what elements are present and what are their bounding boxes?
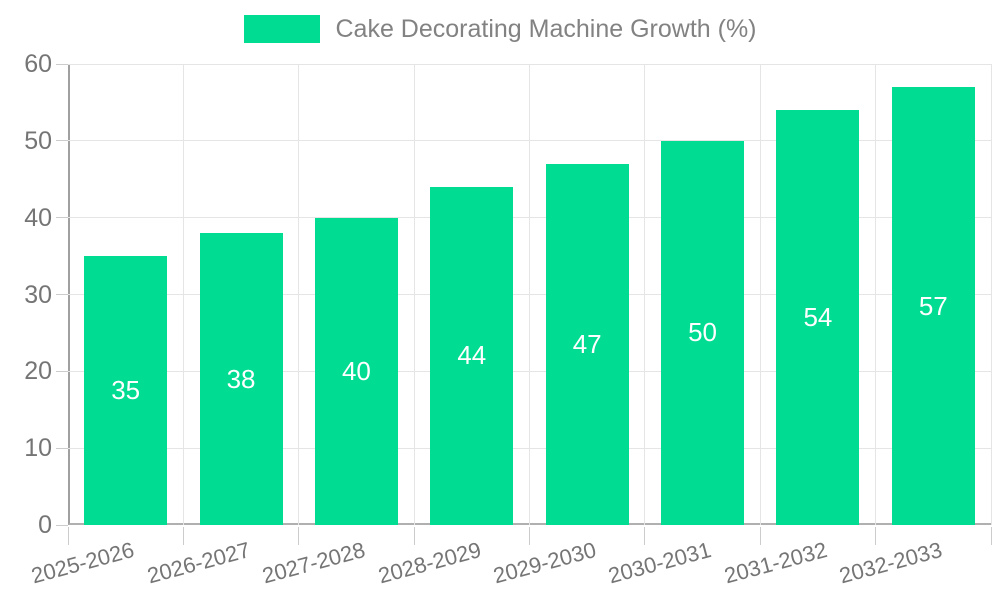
bar-value-label: 38: [226, 363, 256, 394]
x-tick-mark: [759, 527, 761, 545]
x-axis-label: 2027-2028: [259, 537, 368, 589]
y-axis-label: 20: [24, 357, 52, 386]
bar-value-label: 54: [803, 302, 833, 333]
x-tick-mark: [67, 527, 69, 545]
x-tick-mark: [990, 527, 992, 545]
bar-value-label: 40: [341, 355, 371, 386]
y-tick-mark: [56, 140, 68, 142]
bar-2030-2031[interactable]: 50: [661, 140, 745, 525]
x-axis-label: 2031-2032: [721, 537, 830, 589]
y-axis-label: 0: [38, 511, 52, 539]
gridline-vertical: [182, 64, 184, 525]
y-tick-mark: [56, 370, 68, 372]
y-tick-mark: [56, 447, 68, 449]
bar-value-label: 57: [918, 290, 948, 321]
legend-label: Cake Decorating Machine Growth (%): [335, 15, 757, 43]
gridline-vertical: [644, 64, 646, 525]
legend[interactable]: Cake Decorating Machine Growth (%): [0, 15, 1000, 43]
gridline-vertical: [759, 64, 761, 525]
legend-swatch: [243, 15, 320, 43]
bar-value-label: 50: [688, 317, 718, 348]
bar-2025-2026[interactable]: 35: [84, 256, 168, 525]
gridline-vertical: [529, 64, 530, 525]
x-axis-label: 2030-2031: [605, 537, 715, 589]
gridline-vertical: [990, 64, 992, 525]
bar-2029-2030[interactable]: 47: [545, 163, 629, 525]
y-axis-label: 40: [24, 203, 52, 232]
bar-2032-2033[interactable]: 57: [891, 87, 975, 525]
x-tick-mark: [182, 527, 184, 545]
bar-value-label: 35: [111, 375, 141, 406]
x-axis-label: 2028-2029: [375, 537, 484, 589]
y-axis-label: 50: [24, 126, 52, 155]
y-axis-label: 10: [24, 434, 52, 463]
x-axis-label: 2032-2033: [836, 537, 945, 589]
bar-2028-2029[interactable]: 44: [430, 186, 514, 525]
x-tick-mark: [644, 527, 646, 545]
y-tick-mark: [56, 294, 68, 295]
x-tick-mark: [529, 527, 530, 545]
x-tick-mark: [875, 527, 877, 545]
bar-2026-2027[interactable]: 38: [199, 233, 283, 525]
x-axis-label: 2025-2026: [29, 537, 138, 589]
x-tick-mark: [298, 527, 300, 545]
bar-value-label: 47: [572, 328, 602, 359]
gridline-vertical: [875, 64, 877, 525]
y-tick-mark: [56, 217, 68, 219]
bar-2031-2032[interactable]: 54: [776, 110, 860, 525]
y-tick-mark: [56, 524, 68, 526]
bar-value-label: 44: [457, 340, 487, 371]
y-axis-label: 60: [24, 50, 52, 78]
bar-2027-2028[interactable]: 40: [314, 217, 398, 525]
y-tick-mark: [56, 63, 68, 65]
gridline-vertical: [413, 64, 415, 525]
x-axis-label: 2029-2030: [490, 537, 599, 589]
x-axis-label: 2026-2027: [144, 537, 253, 589]
gridline-vertical: [298, 64, 300, 525]
x-tick-mark: [413, 527, 415, 545]
y-axis-label: 30: [24, 280, 52, 309]
